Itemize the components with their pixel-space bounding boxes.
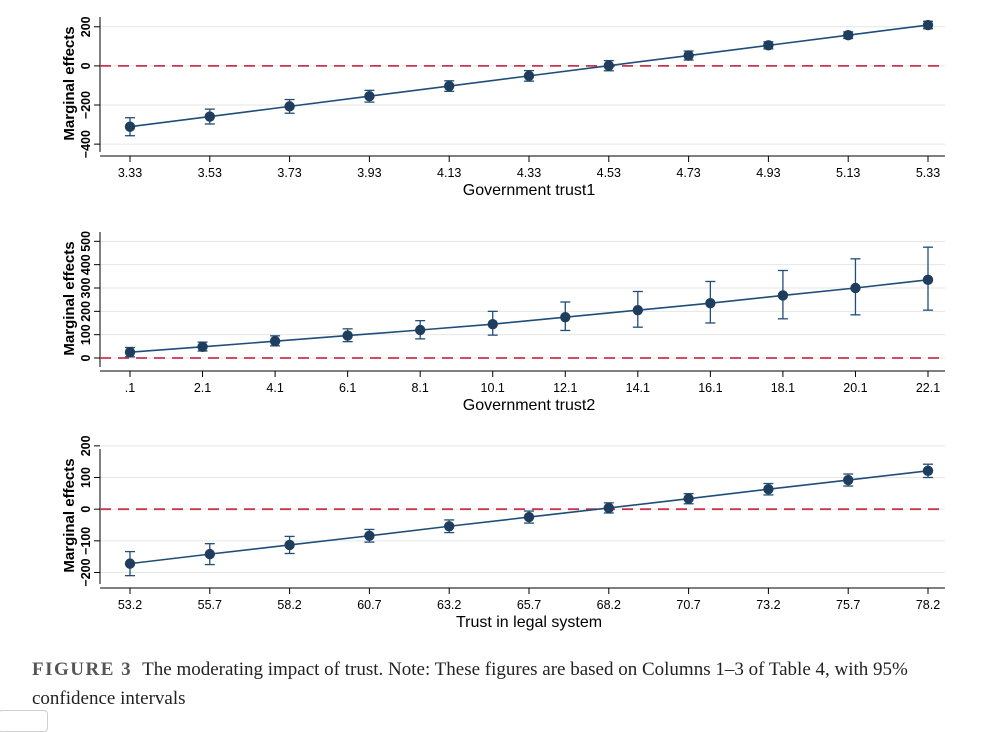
chart3-y-axis-label: Marginal effects bbox=[61, 458, 78, 572]
chart3-y-tick-label-1: −100 bbox=[79, 527, 93, 555]
figure-label: FIGURE 3 bbox=[32, 659, 133, 680]
chart1-x-axis-label: Government trust1 bbox=[463, 182, 596, 199]
chart2-data-point-10 bbox=[850, 282, 861, 294]
chart3-data-point-2 bbox=[284, 539, 295, 551]
chart2-x-tick-label-2: 4.1 bbox=[266, 381, 283, 395]
chart1-data-point-9 bbox=[843, 29, 854, 41]
chart3-data-point-4 bbox=[444, 521, 455, 532]
chart3-y-tick-label-4: 200 bbox=[79, 435, 93, 456]
chart3-y-tick-label-0: −200 bbox=[79, 558, 93, 586]
chart3-x-tick-label-9: 75.7 bbox=[836, 598, 860, 612]
figure-caption: FIGURE 3 The moderating impact of trust. … bbox=[32, 655, 982, 713]
chart1-data-point-2 bbox=[284, 101, 295, 112]
chart2-x-tick-label-8: 16.1 bbox=[698, 381, 722, 395]
chart3-x-tick-label-6: 68.2 bbox=[597, 598, 621, 612]
chart3-y-tick-label-3: 100 bbox=[79, 467, 93, 488]
chart2-data-point-7 bbox=[632, 304, 644, 316]
chart1-data-point-10 bbox=[922, 19, 934, 31]
chart2-data-point-8 bbox=[705, 297, 716, 309]
chart1-x-tick-label-8: 4.93 bbox=[756, 166, 780, 180]
chart2-x-axis-label: Government trust2 bbox=[463, 397, 596, 414]
chart1-x-tick-label-4: 4.13 bbox=[437, 166, 461, 180]
chart3-data-point-10 bbox=[922, 465, 934, 477]
chart1-data-point-7 bbox=[683, 50, 694, 61]
chart1-data-point-6 bbox=[603, 60, 614, 71]
chart2-x-tick-label-9: 18.1 bbox=[771, 381, 795, 395]
chart3-data-point-0 bbox=[124, 558, 136, 569]
chart3-x-tick-label-1: 55.7 bbox=[198, 598, 222, 612]
chart2-y-axis-label: Marginal effects bbox=[61, 241, 78, 355]
chart1-y-tick-label-1: −200 bbox=[79, 91, 93, 119]
chart3-x-tick-label-4: 63.2 bbox=[437, 598, 461, 612]
chart1-x-tick-label-6: 4.53 bbox=[597, 166, 621, 180]
chart1-y-tick-label-2: 0 bbox=[79, 62, 93, 69]
chart2-data-point-2 bbox=[269, 336, 281, 347]
chart2-y-tick-label-4: 400 bbox=[79, 254, 93, 275]
chart2-x-tick-label-3: 6.1 bbox=[339, 381, 356, 395]
corner-tab bbox=[0, 710, 48, 732]
chart1-y-axis-label: Marginal effects bbox=[61, 26, 78, 140]
chart1-data-point-0 bbox=[124, 121, 136, 132]
chart2-x-tick-label-5: 10.1 bbox=[481, 381, 505, 395]
chart3-x-tick-label-7: 70.7 bbox=[676, 598, 700, 612]
chart3-x-tick-label-2: 58.2 bbox=[277, 598, 301, 612]
chart2-x-tick-label-0: .1 bbox=[125, 381, 135, 395]
chart1-x-tick-label-2: 3.73 bbox=[277, 166, 301, 180]
chart1-y-tick-label-3: 200 bbox=[79, 16, 93, 37]
chart1-x-tick-label-9: 5.13 bbox=[836, 166, 860, 180]
chart2-x-tick-label-7: 14.1 bbox=[626, 381, 650, 395]
chart1-y-tick-label-0: −400 bbox=[79, 130, 93, 158]
chart1-data-point-1 bbox=[204, 111, 215, 122]
chart3-x-tick-label-5: 65.7 bbox=[517, 598, 541, 612]
chart3-data-point-1 bbox=[204, 548, 215, 560]
chart1-x-tick-label-3: 3.93 bbox=[357, 166, 381, 180]
chart3-data-point-3 bbox=[364, 530, 375, 541]
chart2-y-tick-label-1: 100 bbox=[79, 324, 93, 345]
chart3-data-point-5 bbox=[523, 511, 535, 523]
chart1-x-tick-label-0: 3.33 bbox=[118, 166, 142, 180]
chart2-data-point-4 bbox=[414, 324, 426, 336]
chart2-y-tick-label-5: 500 bbox=[79, 231, 93, 252]
chart3-data-point-9 bbox=[843, 474, 854, 486]
chart2-data-point-9 bbox=[777, 290, 789, 301]
chart3-x-tick-label-0: 53.2 bbox=[118, 598, 142, 612]
chart1-data-point-4 bbox=[444, 80, 455, 92]
chart3-x-axis-label: Trust in legal system bbox=[456, 614, 602, 631]
chart1-x-tick-label-5: 4.33 bbox=[517, 166, 541, 180]
chart3-data-point-7 bbox=[683, 493, 694, 504]
chart2-x-tick-label-1: 2.1 bbox=[194, 381, 211, 395]
chart2-data-point-3 bbox=[342, 330, 353, 341]
chart2-y-tick-label-3: 300 bbox=[79, 278, 93, 299]
chart1-data-point-3 bbox=[364, 91, 375, 102]
chart1-x-tick-label-10: 5.33 bbox=[916, 166, 940, 180]
chart2-series-line bbox=[129, 279, 929, 353]
chart1-x-tick-label-7: 4.73 bbox=[676, 166, 700, 180]
chart2-data-point-1 bbox=[197, 341, 208, 352]
chart1-data-point-5 bbox=[523, 70, 535, 82]
chart3-y-tick-label-2: 0 bbox=[79, 506, 93, 513]
chart2-x-tick-label-6: 12.1 bbox=[553, 381, 577, 395]
chart2-x-tick-label-11: 22.1 bbox=[916, 381, 940, 395]
chart2-x-tick-label-4: 8.1 bbox=[411, 381, 428, 395]
chart2-y-tick-label-2: 200 bbox=[79, 301, 93, 322]
chart2-x-tick-label-10: 20.1 bbox=[843, 381, 867, 395]
chart3-x-tick-label-8: 73.2 bbox=[756, 598, 780, 612]
chart3-x-tick-label-10: 78.2 bbox=[916, 598, 940, 612]
chart3-data-point-8 bbox=[763, 484, 774, 495]
chart3-x-tick-label-3: 60.7 bbox=[357, 598, 381, 612]
chart2-data-point-11 bbox=[922, 274, 934, 286]
chart1-data-point-8 bbox=[763, 40, 774, 51]
chart2-data-point-5 bbox=[487, 318, 498, 330]
chart1-x-tick-label-1: 3.53 bbox=[198, 166, 222, 180]
chart2-data-point-6 bbox=[560, 311, 571, 323]
caption-text: The moderating impact of trust. Note: Th… bbox=[32, 659, 908, 709]
chart2-data-point-0 bbox=[124, 346, 136, 358]
chart3-data-point-6 bbox=[603, 502, 614, 514]
chart2-y-tick-label-0: 0 bbox=[79, 354, 93, 361]
